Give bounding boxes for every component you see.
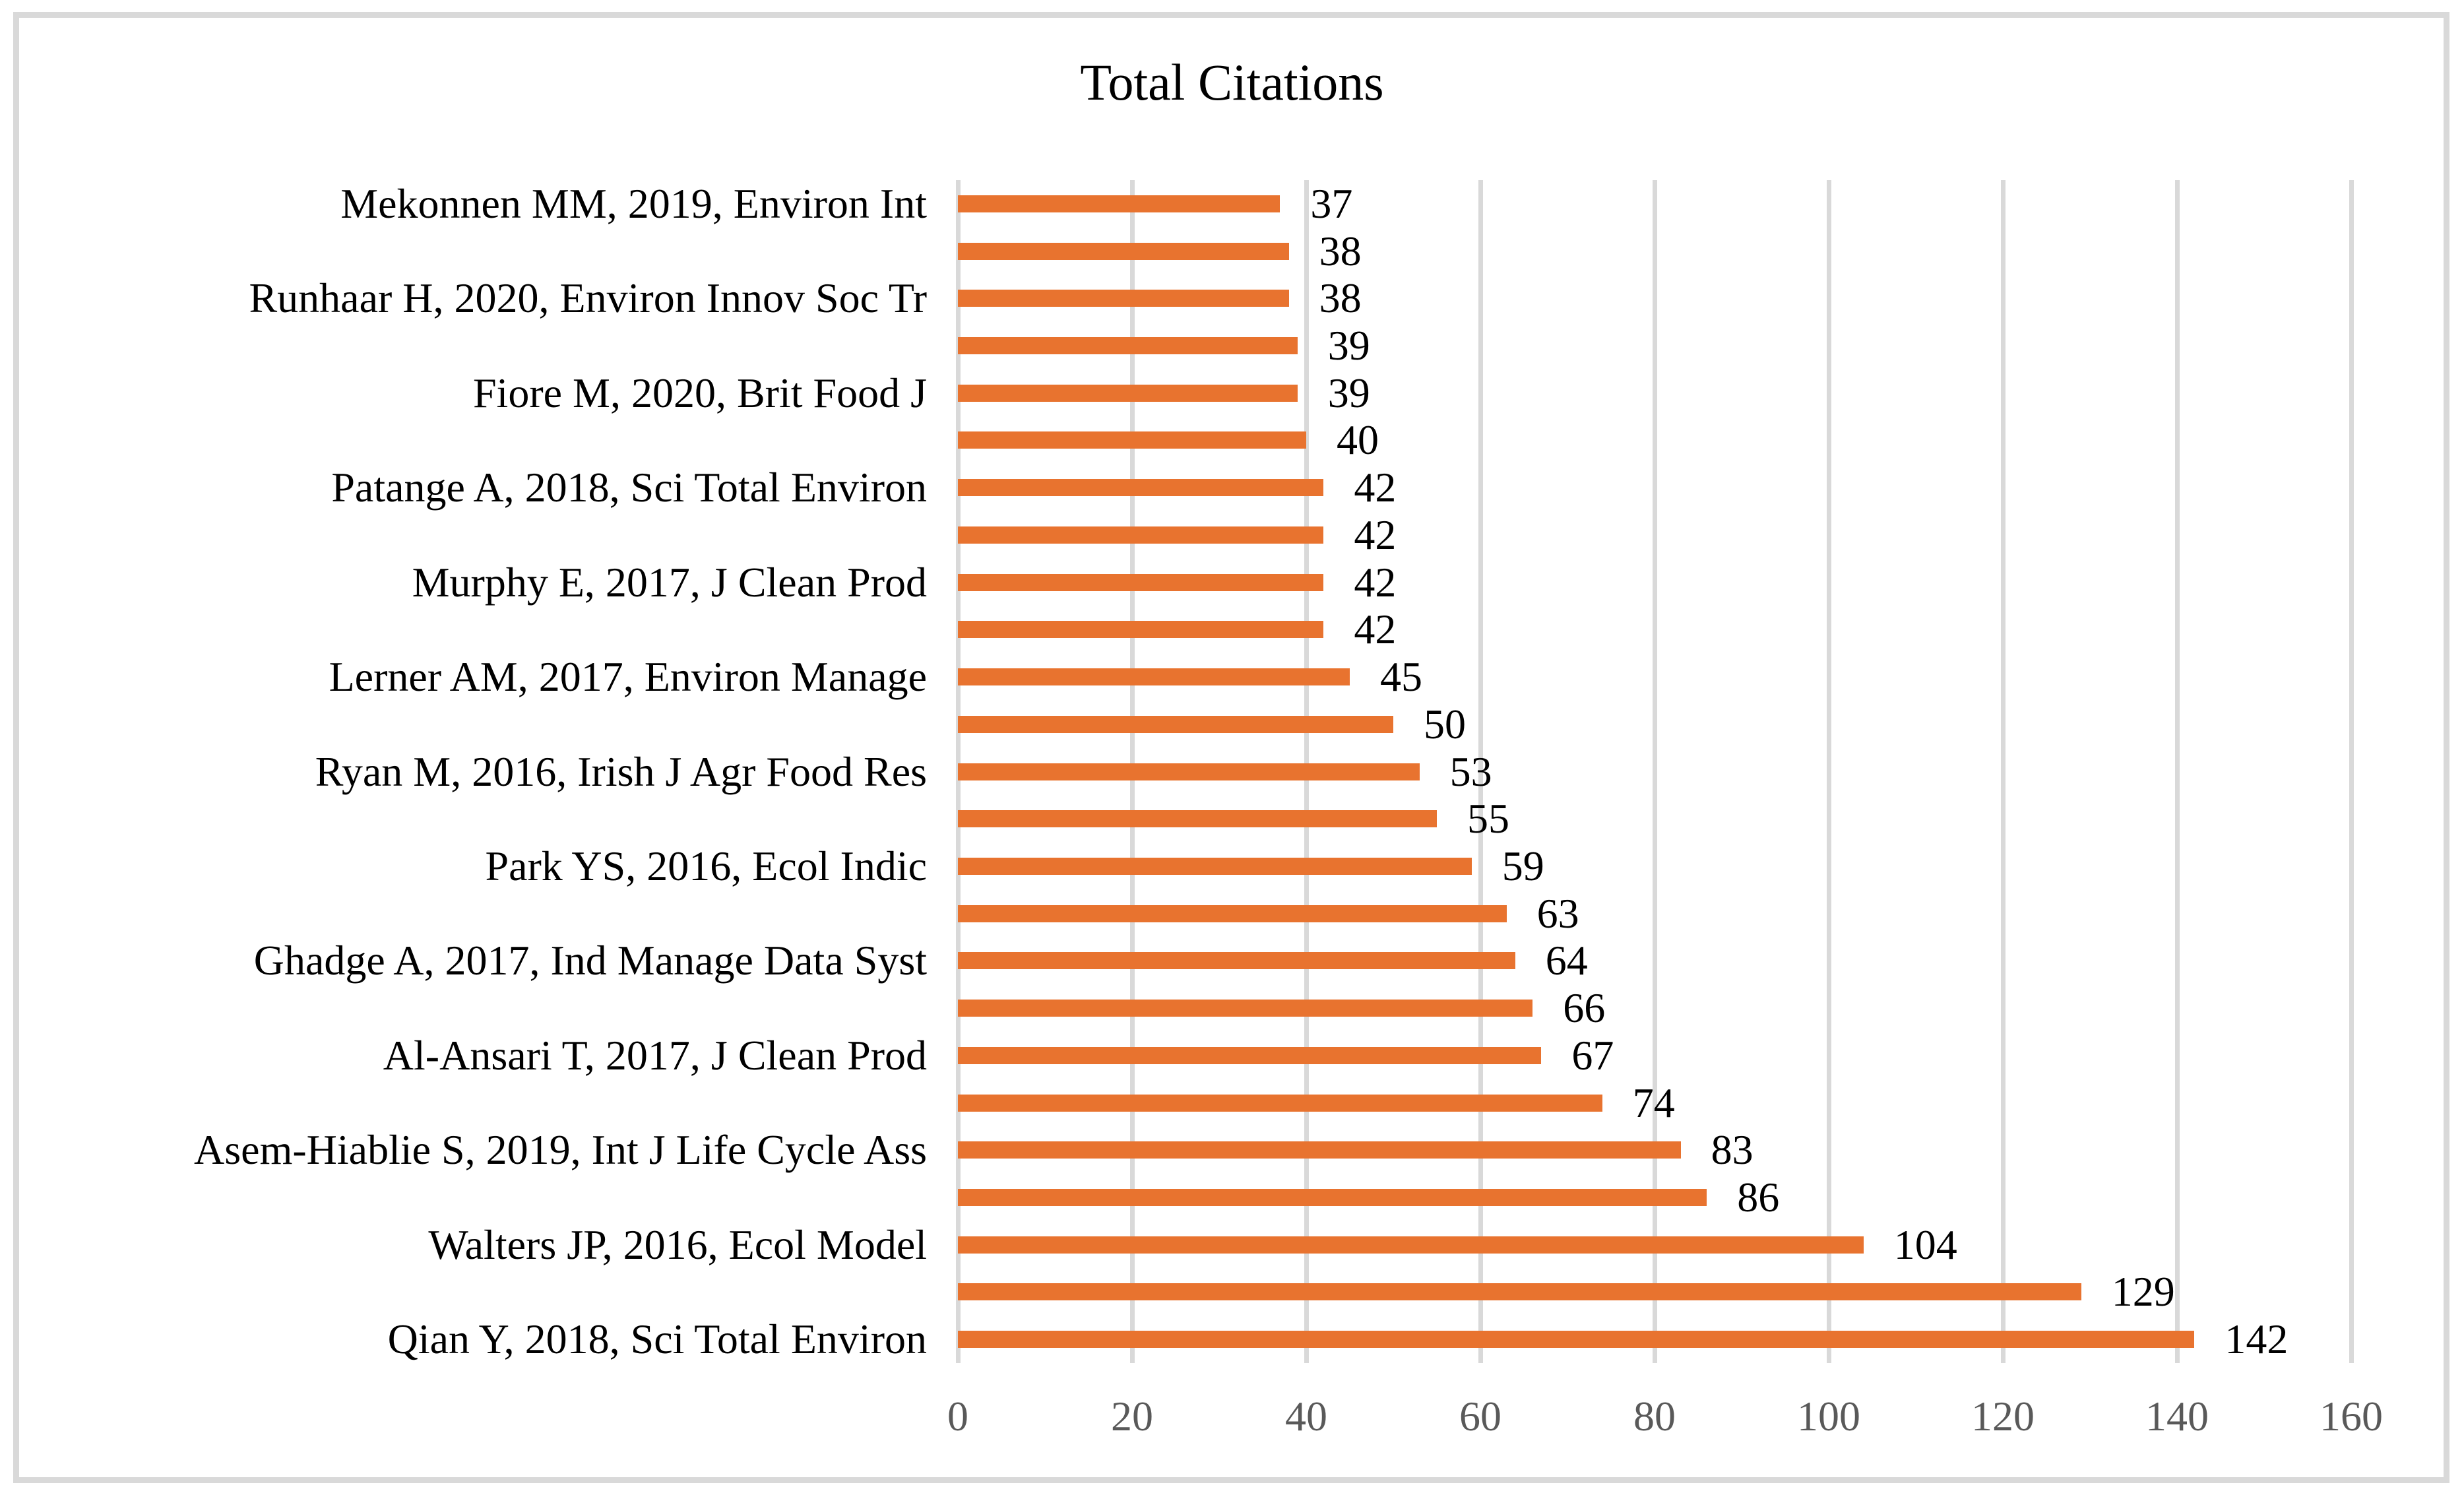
value-label: 39 xyxy=(1327,322,1370,369)
category-label: Al-Ansari T, 2017, J Clean Prod xyxy=(383,1031,927,1079)
value-label: 55 xyxy=(1467,795,1509,843)
value-label: 129 xyxy=(2111,1268,2175,1316)
chart-title: Total Citations xyxy=(1080,53,1384,111)
citation-bar xyxy=(958,905,1507,922)
x-axis-tick-label: 20 xyxy=(1111,1393,1153,1440)
value-label: 104 xyxy=(1893,1221,1957,1268)
x-axis-tick-label: 100 xyxy=(1797,1393,1860,1440)
x-axis-tick-label: 0 xyxy=(947,1393,968,1440)
value-label: 42 xyxy=(1354,558,1397,606)
citation-bar xyxy=(958,479,1324,497)
value-label: 63 xyxy=(1536,889,1579,937)
value-label: 64 xyxy=(1545,937,1588,984)
citation-bar xyxy=(958,715,1393,733)
value-label: 42 xyxy=(1354,606,1397,653)
category-label: Mekonnen MM, 2019, Environ Int xyxy=(340,179,927,227)
category-label: Park YS, 2016, Ecol Indic xyxy=(485,842,927,889)
chart-border xyxy=(13,12,2449,1483)
value-label: 50 xyxy=(1424,700,1466,748)
citation-bar xyxy=(958,573,1324,591)
value-label: 83 xyxy=(1711,1126,1753,1174)
citation-bar xyxy=(958,431,1306,449)
value-label: 74 xyxy=(1632,1079,1675,1126)
citation-bar xyxy=(958,621,1324,639)
citation-bar xyxy=(958,337,1298,355)
category-label: Fiore M, 2020, Brit Food J xyxy=(472,369,927,416)
x-axis-tick-label: 40 xyxy=(1285,1393,1327,1440)
citation-bar xyxy=(958,195,1280,212)
citation-bar xyxy=(958,1283,2081,1301)
category-label: Lerner AM, 2017, Environ Manage xyxy=(329,653,927,701)
value-label: 86 xyxy=(1737,1173,1780,1221)
x-axis-tick-label: 140 xyxy=(2145,1393,2209,1440)
citation-bar xyxy=(958,526,1324,544)
citation-bar xyxy=(958,1141,1681,1159)
citation-bar xyxy=(958,242,1289,260)
value-label: 59 xyxy=(1501,842,1544,889)
citation-bar xyxy=(958,1188,1707,1206)
gridline xyxy=(1652,180,1657,1363)
citation-bar xyxy=(958,668,1350,686)
value-label: 38 xyxy=(1319,274,1362,322)
value-label: 37 xyxy=(1310,179,1353,227)
x-axis-tick-label: 80 xyxy=(1633,1393,1676,1440)
citation-bar xyxy=(958,1331,2195,1349)
x-axis-tick-label: 60 xyxy=(1459,1393,1501,1440)
gridline xyxy=(1826,180,1831,1363)
value-label: 42 xyxy=(1354,511,1397,558)
value-label: 66 xyxy=(1563,984,1606,1032)
category-label: Qian Y, 2018, Sci Total Environ xyxy=(387,1316,927,1363)
gridline xyxy=(2000,180,2006,1363)
citation-bar xyxy=(958,1094,1602,1112)
value-label: 38 xyxy=(1319,227,1362,274)
gridline xyxy=(2174,180,2180,1363)
citation-bar xyxy=(958,1046,1542,1064)
value-label: 40 xyxy=(1337,416,1379,464)
value-label: 142 xyxy=(2225,1316,2289,1363)
category-label: Ghadge A, 2017, Ind Manage Data Syst xyxy=(253,937,927,984)
value-label: 67 xyxy=(1571,1031,1614,1079)
value-label: 53 xyxy=(1449,748,1492,795)
x-axis-tick-label: 120 xyxy=(1971,1393,2035,1440)
citation-bar xyxy=(958,1000,1533,1017)
value-label: 39 xyxy=(1327,369,1370,416)
category-label: Murphy E, 2017, J Clean Prod xyxy=(412,558,927,606)
category-label: Walters JP, 2016, Ecol Model xyxy=(428,1221,927,1268)
citation-bar xyxy=(958,290,1289,307)
citation-bar xyxy=(958,857,1472,875)
gridline xyxy=(1478,180,1483,1363)
citation-bar xyxy=(958,810,1437,828)
value-label: 42 xyxy=(1354,464,1397,511)
x-axis-tick-label: 160 xyxy=(2320,1393,2383,1440)
gridline xyxy=(2349,180,2354,1363)
category-label: Runhaar H, 2020, Environ Innov Soc Tr xyxy=(249,274,927,322)
citation-bar xyxy=(958,952,1515,970)
category-label: Asem-Hiablie S, 2019, Int J Life Cycle A… xyxy=(194,1126,927,1174)
citation-bar xyxy=(958,1236,1864,1254)
citation-bar xyxy=(958,384,1298,402)
category-label: Patange A, 2018, Sci Total Environ xyxy=(331,464,927,511)
category-label: Ryan M, 2016, Irish J Agr Food Res xyxy=(315,748,927,795)
citation-bar xyxy=(958,763,1420,780)
value-label: 45 xyxy=(1380,653,1422,701)
